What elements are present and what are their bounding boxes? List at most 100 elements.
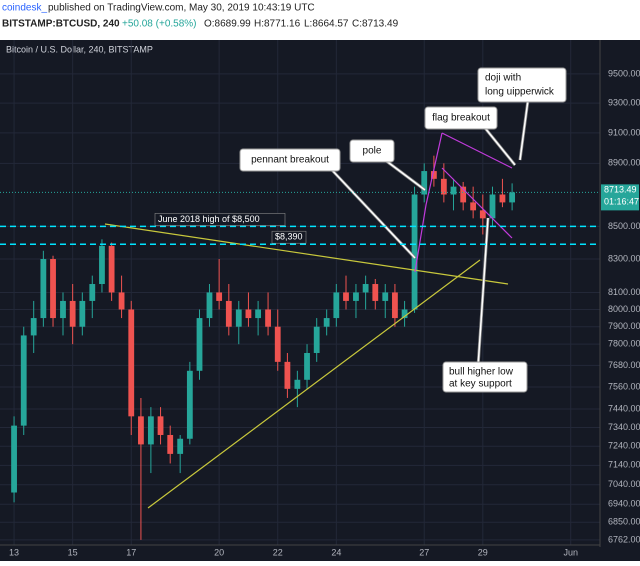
x-tick-label: 27 xyxy=(419,547,429,557)
candle-body xyxy=(167,434,174,454)
y-tick-label: 7140.00 xyxy=(608,460,640,470)
last-price: 8713.49 xyxy=(604,185,637,195)
candle-body xyxy=(421,171,428,195)
candle-body xyxy=(353,292,359,301)
candle-body xyxy=(489,194,496,219)
x-tick-label: 20 xyxy=(214,547,224,557)
pointer xyxy=(519,99,529,161)
candle-body xyxy=(313,326,320,353)
y-tick-label: 8100.00 xyxy=(608,287,640,297)
y-tick-label: 9300.00 xyxy=(608,97,640,107)
published: published on TradingView.com, May 30, 20… xyxy=(48,3,315,14)
y-tick-label: 9100.00 xyxy=(608,127,640,137)
candle-body xyxy=(196,318,203,371)
x-tick-label: 22 xyxy=(273,547,283,557)
y-tick-label: 6850.00 xyxy=(608,517,640,527)
candle-body xyxy=(206,292,213,319)
candle-body xyxy=(460,186,467,203)
callout-pointers-inner xyxy=(329,99,529,368)
y-tick-label: 7440.00 xyxy=(608,403,640,413)
candle-body xyxy=(255,309,262,319)
candle-body xyxy=(265,309,271,327)
symbol: BITSTAMP:BTCUSD, 240 xyxy=(2,19,120,30)
candle-body xyxy=(11,425,17,493)
candle-body xyxy=(323,318,330,327)
candle-body xyxy=(479,210,486,219)
x-tick-label: 17 xyxy=(126,547,136,557)
candle-body xyxy=(99,245,105,285)
candle-body xyxy=(333,292,340,319)
x-tick-label: 15 xyxy=(68,547,78,557)
candle-body xyxy=(362,284,369,293)
y-tick-label: 8900.00 xyxy=(608,158,640,168)
annotation: doji with xyxy=(485,73,521,84)
x-tick-label: 13 xyxy=(9,547,19,557)
candle-body xyxy=(470,202,477,211)
y-tick-label: 6940.00 xyxy=(608,499,640,509)
y-tick-label: 6762.00 xyxy=(608,534,640,544)
change: +50.08 (+0.58%) xyxy=(122,19,197,30)
y-tick-label: 7240.00 xyxy=(608,441,640,451)
candle-body xyxy=(157,416,164,435)
y-tick-label: 9500.00 xyxy=(608,68,640,78)
x-tick-label: Jun xyxy=(563,547,578,557)
callout-box xyxy=(349,139,395,163)
candle-body xyxy=(79,300,86,327)
candle-body xyxy=(411,194,418,310)
annotation: at key support xyxy=(449,379,512,390)
candle-body xyxy=(430,171,437,179)
publisher[interactable]: coindesk_ xyxy=(2,3,47,14)
candle-body xyxy=(225,300,232,327)
candle-body xyxy=(509,192,516,203)
candle-body xyxy=(20,335,27,426)
callout-box xyxy=(424,106,498,130)
candle-body xyxy=(89,284,96,301)
candle-body xyxy=(450,186,457,195)
candle-body xyxy=(40,259,47,319)
candle-body xyxy=(177,438,184,454)
candle-body xyxy=(284,361,291,389)
candle-body xyxy=(50,259,56,319)
candle-body xyxy=(30,318,37,336)
y-tick-label: 7800.00 xyxy=(608,339,640,349)
candle-body xyxy=(392,292,398,319)
x-tick-label: 24 xyxy=(331,547,341,557)
reference-label: $8,390 xyxy=(275,232,303,242)
last-price-tag xyxy=(601,184,639,211)
callout-box xyxy=(442,361,528,393)
candle-body xyxy=(274,326,281,362)
ohlc-low: L:8664.57 xyxy=(304,19,349,30)
ohlc-high: H:8771.16 xyxy=(254,19,301,30)
y-tick-label: 7340.00 xyxy=(608,422,640,432)
candle-body xyxy=(147,416,154,445)
candle-body xyxy=(186,370,193,439)
candle-body xyxy=(343,292,349,301)
pointer xyxy=(477,217,489,368)
callout-box xyxy=(477,67,567,103)
pole-line xyxy=(414,132,443,273)
candle-body xyxy=(401,309,408,319)
y-tick-label: 7900.00 xyxy=(608,321,640,331)
pennant-lower xyxy=(147,259,481,509)
annotation: bull higher low xyxy=(449,367,514,378)
candle-body xyxy=(235,309,242,327)
y-tick-label: 8300.00 xyxy=(608,253,640,263)
chart-title: Bitcoin / U.S. Dollar, 240, BITSTAMP xyxy=(6,44,153,54)
candle-body xyxy=(372,284,379,301)
y-tick-label: 8000.00 xyxy=(608,304,640,314)
candle-body xyxy=(216,292,223,301)
reference-label: June 2018 high of $8,500 xyxy=(158,214,260,224)
annotation: pennant breakout xyxy=(251,155,329,166)
pointer xyxy=(329,167,416,259)
y-tick-label: 7680.00 xyxy=(608,360,640,370)
candle-body xyxy=(245,309,252,319)
candle-body xyxy=(294,379,301,389)
countdown: 01:16:47 xyxy=(604,197,639,207)
flag-upper xyxy=(441,132,513,169)
pennant-upper xyxy=(104,223,509,285)
pointer xyxy=(484,127,516,166)
chart-background xyxy=(0,40,640,561)
x-tick-label: 29 xyxy=(478,547,488,557)
candle-body xyxy=(499,194,506,203)
